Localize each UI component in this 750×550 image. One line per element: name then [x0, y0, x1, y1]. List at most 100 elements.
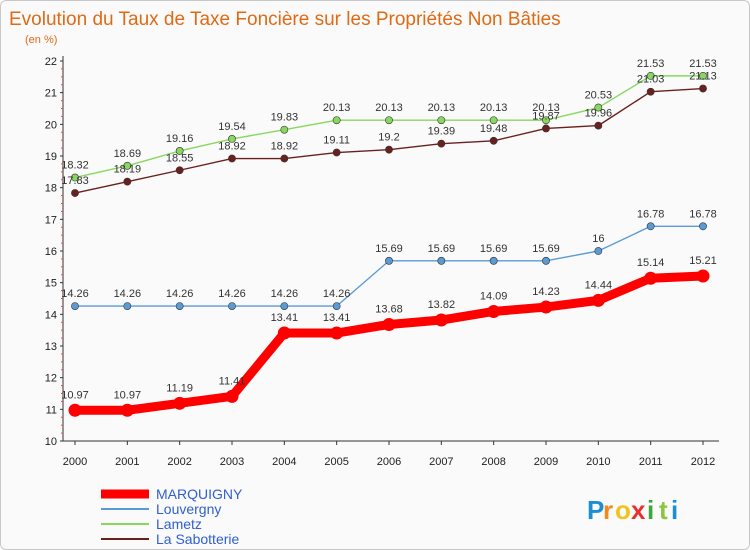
data-point [228, 134, 236, 143]
logo-letter: t [659, 495, 668, 525]
x-tick-label: 2005 [324, 456, 348, 468]
data-point [225, 389, 239, 403]
data-point [332, 148, 341, 157]
data-point [71, 302, 79, 310]
data-label: 17.83 [61, 175, 89, 187]
data-point [332, 302, 341, 310]
data-label: 13.68 [375, 303, 403, 315]
data-label: 15.69 [428, 243, 456, 255]
x-tick-label: 2006 [377, 456, 401, 468]
data-point [646, 71, 655, 80]
data-point [280, 154, 289, 163]
data-label: 14.23 [532, 286, 560, 298]
data-point [385, 256, 393, 265]
data-point [71, 173, 79, 182]
y-tick-label: 22 [45, 56, 57, 68]
y-tick-label: 11 [46, 404, 57, 416]
data-point [594, 103, 603, 112]
logo-letter: o [615, 495, 631, 525]
data-label: 21.03 [637, 74, 665, 86]
data-label: 19.11 [323, 135, 350, 147]
data-label: 18.69 [114, 148, 142, 160]
data-point [542, 256, 550, 265]
x-tick-label: 2002 [167, 456, 191, 468]
data-point [175, 147, 184, 155]
data-point [696, 269, 710, 283]
y-tick-label: 19 [45, 151, 57, 163]
data-label: 21.53 [689, 58, 717, 70]
data-point [699, 71, 707, 80]
data-point [280, 125, 289, 134]
data-point [594, 121, 603, 130]
data-label: 18.92 [218, 141, 246, 153]
data-point [542, 124, 550, 133]
data-label: 13.41 [271, 312, 299, 324]
proxiti-logo: Pr o x i t i [587, 495, 678, 525]
data-point [123, 161, 132, 170]
logo-letter: P [587, 495, 604, 525]
x-tick-label: 2008 [481, 456, 505, 468]
data-point [123, 177, 132, 186]
x-tick-label: 2009 [534, 456, 558, 468]
data-point [594, 247, 603, 255]
logo-letter: i [671, 495, 678, 525]
data-label: 18.55 [166, 152, 194, 164]
data-label: 19.48 [480, 123, 508, 135]
legend-label: MARQUIGNY [156, 486, 243, 502]
data-label: 18.32 [61, 160, 89, 172]
data-label: 16.78 [637, 208, 665, 220]
data-point [382, 317, 396, 331]
data-point [489, 256, 498, 265]
data-label: 21.13 [689, 71, 717, 83]
data-label: 14.44 [585, 279, 613, 291]
data-point [385, 116, 393, 125]
data-point [487, 304, 501, 318]
chart-subtitle: (en %) [25, 34, 57, 46]
data-label: 19.87 [532, 110, 560, 122]
data-label: 21.53 [637, 58, 665, 70]
data-label: 15.69 [532, 243, 560, 255]
data-label: 14.26 [218, 288, 246, 300]
data-point [385, 145, 393, 154]
y-tick-label: 20 [45, 119, 57, 131]
data-label: 19.16 [166, 133, 194, 145]
series-lametz: 18.32 18.69 19.16 19.54 19.83 20.13 20.13 20.13… [61, 58, 717, 182]
data-label: 20.13 [323, 102, 351, 114]
data-point [330, 326, 344, 340]
legend-label: La Sabotterie [156, 531, 239, 547]
data-label: 14.26 [323, 288, 351, 300]
data-label: 20.13 [428, 102, 456, 114]
data-point [489, 136, 498, 145]
data-label: 10.97 [114, 389, 142, 401]
data-point [646, 222, 655, 231]
data-label: 14.26 [271, 288, 299, 300]
data-label: 14.26 [61, 288, 89, 300]
y-tick-label: 15 [45, 278, 57, 290]
chart-title: Evolution du Taux de Taxe Foncière sur l… [9, 9, 561, 30]
x-tick-label: 2011 [639, 456, 663, 468]
data-label: 13.41 [323, 312, 351, 324]
y-tick-label: 12 [45, 373, 57, 385]
data-point [591, 293, 605, 307]
data-label: 20.13 [480, 102, 508, 114]
data-point [437, 139, 446, 148]
data-label: 19.83 [271, 112, 299, 124]
logo-letter: i [647, 495, 654, 525]
data-point [228, 302, 236, 310]
data-point [699, 222, 707, 231]
x-tick-label: 2012 [691, 456, 715, 468]
data-label: 14.09 [480, 290, 508, 302]
data-label: 16.78 [689, 208, 717, 220]
data-label: 20.13 [375, 102, 403, 114]
series-layer: 14.26 14.26 14.26 14.26 14.26 14.26 15.69 15.69… [61, 58, 717, 417]
data-label: 18.92 [271, 141, 299, 153]
data-label: 19.2 [378, 132, 399, 144]
y-tick-label: 10 [45, 436, 57, 448]
data-label: 14.26 [114, 288, 142, 300]
data-label: 11.41 [219, 375, 246, 387]
x-tick-label: 2000 [63, 456, 87, 468]
data-label: 18.19 [114, 164, 142, 176]
